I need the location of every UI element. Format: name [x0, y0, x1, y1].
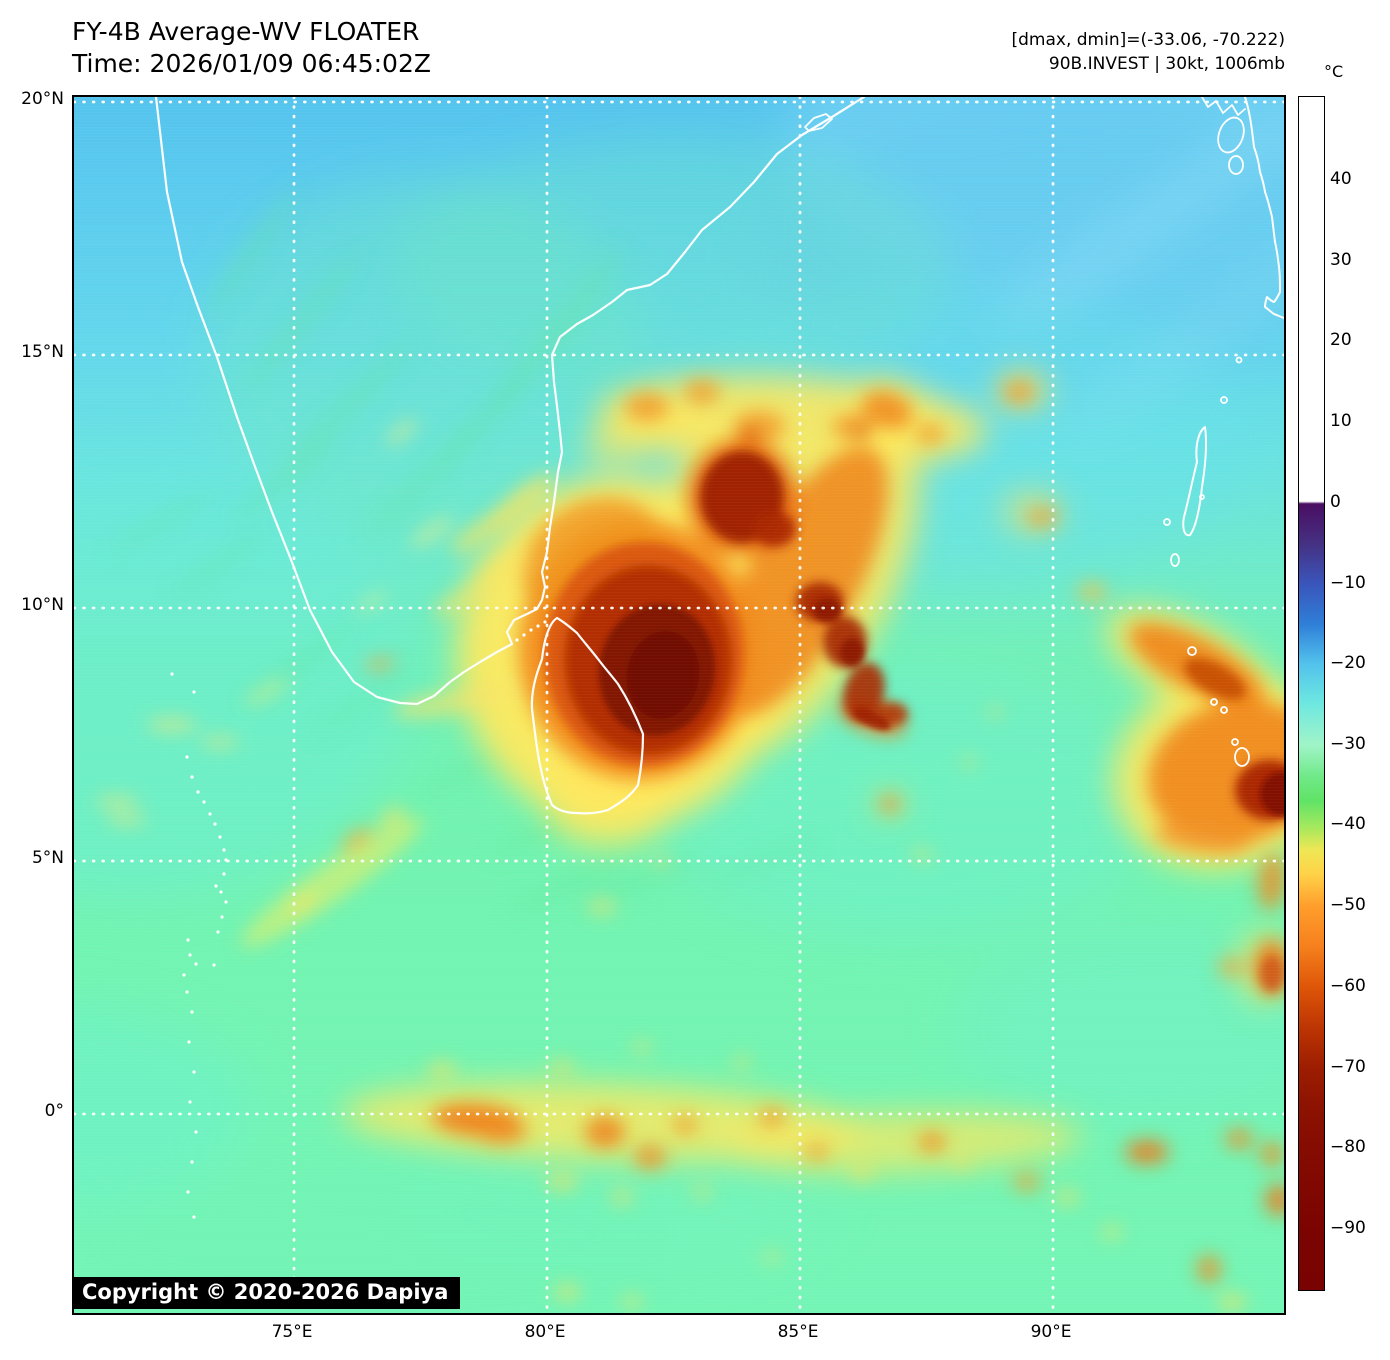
colorbar-tick-m10: −10: [1330, 573, 1366, 593]
colorbar-tick-0: 0: [1330, 492, 1341, 512]
wv-satellite-map: Copyright © 2020-2026 Dapiya: [72, 95, 1286, 1315]
colorbar-unit-label: °C: [1324, 62, 1344, 81]
colorbar-tick-20: 20: [1330, 330, 1352, 350]
copyright-badge: Copyright © 2020-2026 Dapiya: [72, 1277, 461, 1309]
colorbar: [1298, 96, 1325, 1291]
coastlines-layer: [154, 97, 1284, 1219]
sri-lanka-coastline: [530, 616, 645, 815]
colorbar-tick-m30: −30: [1330, 734, 1366, 754]
storm-intensity-readout: 90B.INVEST | 30kt, 1006mb: [1048, 54, 1285, 74]
lon-label-75e: 75°E: [271, 1322, 313, 1342]
colorbar-tick-m80: −80: [1330, 1137, 1366, 1157]
colorbar-tick-m60: −60: [1330, 976, 1366, 996]
colorbar-tick-m20: −20: [1330, 653, 1366, 673]
lat-label-5n: 5°N: [31, 848, 64, 868]
colorbar-tick-m40: −40: [1330, 814, 1366, 834]
lat-label-15n: 15°N: [21, 342, 64, 362]
myanmar-top-coast: [1201, 97, 1246, 116]
lon-label-80e: 80°E: [524, 1322, 566, 1342]
lat-label-0: 0°: [44, 1101, 64, 1121]
colorbar-tick-m90: −90: [1330, 1218, 1366, 1238]
lon-label-85e: 85°E: [777, 1322, 819, 1342]
graticule-layer: [74, 97, 1284, 1313]
pulicat-lagoon: [804, 113, 833, 132]
lon-label-90e: 90°E: [1030, 1322, 1072, 1342]
colorbar-tick-10: 10: [1330, 411, 1352, 431]
colorbar-tick-m50: −50: [1330, 895, 1366, 915]
india-coastline: [154, 97, 866, 706]
lat-label-10n: 10°N: [21, 595, 64, 615]
wv-raster: [74, 97, 1284, 1313]
product-title: FY-4B Average-WV FLOATER: [72, 17, 420, 46]
dmax-dmin-readout: [dmax, dmin]=(-33.06, -70.222): [1011, 30, 1286, 50]
product-timestamp: Time: 2026/01/09 06:45:02Z: [72, 49, 431, 78]
andaman-islands: [1182, 426, 1207, 537]
lat-label-20n: 20°N: [21, 89, 64, 109]
myanmar-coastline: [1244, 97, 1284, 320]
title-block: FY-4B Average-WV FLOATER Time: 2026/01/0…: [72, 16, 431, 80]
colorbar-tick-40: 40: [1330, 169, 1352, 189]
info-block: [dmax, dmin]=(-33.06, -70.222) 90B.INVES…: [1012, 28, 1286, 76]
colorbar-tick-m70: −70: [1330, 1057, 1366, 1077]
colorbar-tick-30: 30: [1330, 250, 1352, 270]
